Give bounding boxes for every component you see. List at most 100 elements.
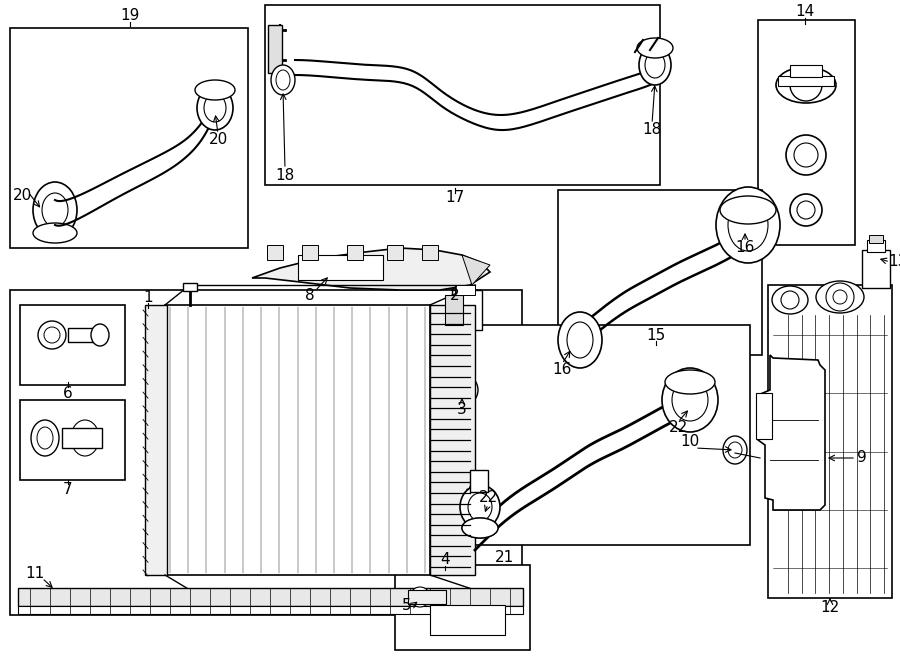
Ellipse shape [31, 420, 59, 456]
Ellipse shape [462, 518, 498, 538]
Polygon shape [252, 248, 490, 290]
Polygon shape [462, 255, 490, 285]
Text: 1: 1 [143, 290, 153, 305]
Text: 11: 11 [25, 566, 45, 580]
Text: 16: 16 [735, 241, 755, 256]
Ellipse shape [204, 94, 226, 122]
Ellipse shape [797, 201, 815, 219]
Text: 3: 3 [457, 403, 467, 418]
Bar [756, 393, 772, 439]
Text: 14: 14 [796, 5, 814, 20]
Text: 8: 8 [305, 288, 315, 303]
Text: 18: 18 [275, 167, 294, 182]
Bar [430, 605, 505, 635]
Bar [298, 255, 383, 280]
Ellipse shape [567, 322, 593, 358]
Text: 20: 20 [209, 132, 228, 147]
Text: 20: 20 [13, 188, 32, 202]
Text: 15: 15 [646, 327, 666, 342]
Text: 9: 9 [857, 451, 867, 465]
Text: 21: 21 [495, 551, 515, 566]
Text: 5: 5 [402, 598, 412, 613]
Bar [455, 285, 475, 295]
Ellipse shape [453, 381, 471, 399]
Bar [867, 240, 885, 252]
Bar [267, 245, 283, 260]
Bar [445, 295, 463, 325]
Ellipse shape [794, 143, 818, 167]
Bar [470, 470, 488, 492]
Ellipse shape [720, 196, 776, 224]
Bar [768, 285, 892, 598]
Bar [408, 590, 446, 604]
Ellipse shape [716, 187, 780, 263]
Bar [18, 588, 523, 606]
Bar [387, 245, 403, 260]
Ellipse shape [71, 420, 99, 456]
Ellipse shape [662, 368, 718, 432]
Text: 12: 12 [821, 600, 840, 615]
Ellipse shape [816, 281, 864, 313]
Ellipse shape [469, 480, 489, 504]
Ellipse shape [44, 327, 60, 343]
Text: 13: 13 [888, 254, 900, 270]
Bar [18, 606, 523, 614]
Bar [20, 400, 125, 480]
Text: 4: 4 [440, 553, 450, 568]
Text: 7: 7 [63, 483, 73, 498]
Bar [165, 305, 430, 575]
Text: 10: 10 [680, 434, 699, 449]
Bar [68, 328, 98, 342]
Ellipse shape [672, 379, 708, 421]
Ellipse shape [772, 286, 808, 314]
Bar [268, 25, 282, 73]
Ellipse shape [33, 182, 77, 238]
Ellipse shape [468, 493, 492, 521]
Ellipse shape [665, 370, 715, 394]
Bar [302, 245, 318, 260]
Ellipse shape [723, 436, 747, 464]
Text: 17: 17 [446, 190, 464, 206]
Ellipse shape [197, 86, 233, 130]
Circle shape [826, 283, 854, 311]
Ellipse shape [410, 587, 430, 607]
Bar [145, 305, 167, 575]
Circle shape [833, 290, 847, 304]
Ellipse shape [462, 518, 498, 538]
Text: 22: 22 [479, 490, 498, 506]
Bar [347, 245, 363, 260]
Text: 19: 19 [121, 9, 140, 24]
Bar [790, 65, 822, 77]
Ellipse shape [786, 135, 826, 175]
Circle shape [790, 69, 822, 101]
Text: 6: 6 [63, 385, 73, 401]
Bar [430, 305, 475, 575]
Bar [422, 245, 438, 260]
Bar [862, 250, 890, 288]
Bar [460, 325, 750, 545]
Ellipse shape [776, 67, 836, 103]
Ellipse shape [42, 193, 68, 227]
Ellipse shape [639, 45, 671, 85]
Ellipse shape [38, 321, 66, 349]
Ellipse shape [195, 80, 235, 100]
Ellipse shape [37, 427, 53, 449]
Bar [395, 565, 530, 650]
Bar [869, 235, 883, 243]
Bar [183, 283, 197, 291]
Ellipse shape [558, 312, 602, 368]
Text: 16: 16 [553, 362, 572, 377]
Ellipse shape [790, 194, 822, 226]
Ellipse shape [728, 199, 768, 251]
Bar [558, 190, 762, 355]
Ellipse shape [460, 485, 500, 529]
Ellipse shape [645, 52, 665, 78]
Bar [758, 20, 855, 245]
Text: 2: 2 [450, 288, 460, 303]
Bar [10, 28, 248, 248]
Circle shape [781, 291, 799, 309]
Bar [452, 290, 482, 330]
Ellipse shape [637, 38, 673, 58]
Ellipse shape [92, 327, 108, 343]
Text: 22: 22 [669, 420, 688, 436]
